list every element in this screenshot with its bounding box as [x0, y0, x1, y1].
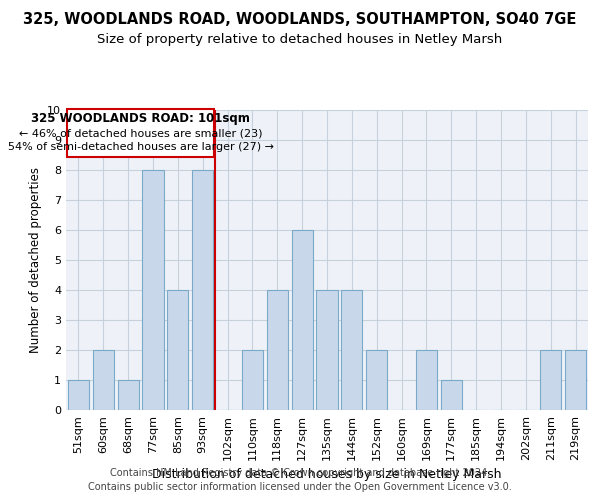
Bar — [540, 350, 561, 410]
Bar — [441, 380, 462, 410]
Y-axis label: Number of detached properties: Number of detached properties — [29, 167, 41, 353]
Text: ← 46% of detached houses are smaller (23): ← 46% of detached houses are smaller (23… — [19, 128, 262, 138]
Text: Contains public sector information licensed under the Open Government Licence v3: Contains public sector information licen… — [88, 482, 512, 492]
Bar — [292, 230, 313, 410]
Bar — [167, 290, 188, 410]
Text: Contains HM Land Registry data © Crown copyright and database right 2024.: Contains HM Land Registry data © Crown c… — [110, 468, 490, 477]
Bar — [142, 170, 164, 410]
Bar — [242, 350, 263, 410]
X-axis label: Distribution of detached houses by size in Netley Marsh: Distribution of detached houses by size … — [152, 468, 502, 481]
Text: 325, WOODLANDS ROAD, WOODLANDS, SOUTHAMPTON, SO40 7GE: 325, WOODLANDS ROAD, WOODLANDS, SOUTHAMP… — [23, 12, 577, 28]
Text: 325 WOODLANDS ROAD: 101sqm: 325 WOODLANDS ROAD: 101sqm — [31, 112, 250, 125]
Bar — [316, 290, 338, 410]
Bar — [366, 350, 387, 410]
Bar — [341, 290, 362, 410]
Bar — [192, 170, 213, 410]
Bar — [416, 350, 437, 410]
Bar — [267, 290, 288, 410]
Bar — [68, 380, 89, 410]
Bar — [565, 350, 586, 410]
Bar — [118, 380, 139, 410]
Text: 54% of semi-detached houses are larger (27) →: 54% of semi-detached houses are larger (… — [8, 142, 274, 152]
Bar — [93, 350, 114, 410]
Text: Size of property relative to detached houses in Netley Marsh: Size of property relative to detached ho… — [97, 32, 503, 46]
FancyBboxPatch shape — [67, 108, 214, 156]
